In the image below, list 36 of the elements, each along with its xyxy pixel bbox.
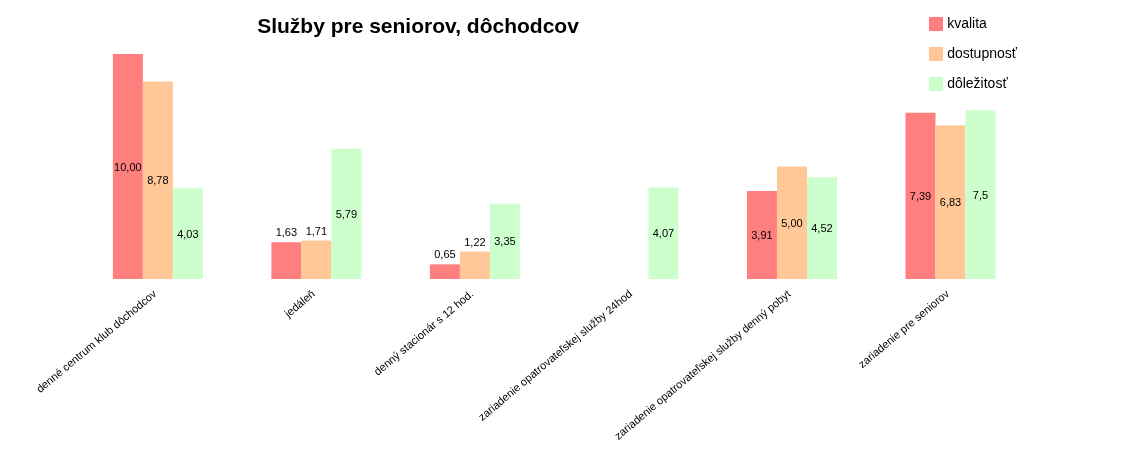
data-label: 7,39 <box>909 189 932 202</box>
bar <box>489 203 520 279</box>
bar <box>172 188 203 279</box>
data-label: 4,03 <box>177 227 199 240</box>
bar <box>142 81 173 279</box>
data-label: 6,83 <box>939 196 962 209</box>
bar <box>112 54 143 279</box>
data-label: 10,00 <box>114 160 142 173</box>
legend-label: kvalita <box>947 15 987 31</box>
legend-label: dostupnosť <box>947 45 1017 61</box>
legend-label: dôležitosť <box>947 75 1008 91</box>
bar <box>271 242 302 279</box>
bar <box>301 240 332 279</box>
data-label: 3,35 <box>494 235 516 248</box>
bar <box>965 110 996 279</box>
data-label: 5,79 <box>335 207 358 220</box>
data-label: 0,65 <box>434 248 456 261</box>
data-label: 1,22 <box>464 235 486 248</box>
bar <box>459 251 490 279</box>
bar <box>746 191 777 279</box>
bar <box>776 166 807 279</box>
bar <box>905 112 936 279</box>
bar <box>331 148 362 279</box>
data-label: 3,91 <box>751 229 773 242</box>
data-label: 8,78 <box>147 174 169 187</box>
data-label: 5,00 <box>781 216 803 229</box>
data-label: 4,07 <box>652 227 675 240</box>
data-label: 7,5 <box>972 188 989 201</box>
data-label: 1,63 <box>275 226 298 239</box>
bar <box>935 125 966 279</box>
bar <box>429 264 460 279</box>
bar <box>648 187 679 279</box>
data-label: 4,52 <box>811 222 833 235</box>
chart-title: Služby pre seniorov, dôchodcov <box>256 14 580 38</box>
bar <box>806 177 837 279</box>
data-label: 1,71 <box>305 224 328 237</box>
